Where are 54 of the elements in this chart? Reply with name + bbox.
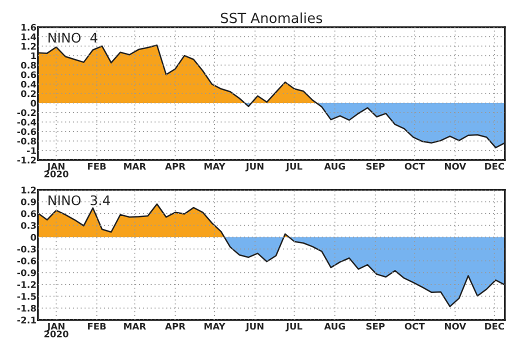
x-tick-label: JUN: [245, 322, 264, 332]
y-tick-label: 1.6: [22, 24, 36, 31]
y-tick-label: 0: [30, 100, 36, 107]
x-tick-label: DEC: [485, 162, 504, 170]
x-tick-label: MAY: [204, 322, 226, 330]
x-tick-label: JAN 2020: [44, 163, 68, 178]
y-tick-label: 1.2: [22, 186, 36, 194]
annotation: NINO 4: [48, 32, 98, 43]
y-tick-label: 1: [31, 52, 36, 60]
y-tick-label: 0.4: [20, 80, 36, 88]
y-tick-label: -1.2: [17, 281, 36, 288]
x-tick-label: MAY: [204, 163, 226, 170]
y-tick-label: -0.2: [17, 109, 36, 116]
x-tick-label: NOV: [445, 162, 466, 170]
y-tick-label: -0.6: [17, 128, 36, 136]
x-tick-label: APR: [165, 322, 186, 330]
x-tick-label: OCT: [404, 162, 425, 170]
x-tick-label: MAR: [124, 163, 146, 170]
x-tick-label: AUG: [324, 322, 345, 330]
x-tick-label: MAR: [124, 322, 146, 330]
y-tick-label: -1.2: [17, 156, 36, 164]
x-tick-label: JUL: [286, 322, 302, 332]
y-tick-label: 0.6: [20, 210, 36, 218]
x-tick-label: DEC: [485, 322, 504, 330]
y-tick-label: 0: [30, 234, 36, 241]
x-tick-label: SEP: [366, 162, 385, 170]
y-tick-label: 1.4: [22, 34, 36, 40]
annotation: NINO 3.4: [48, 195, 110, 206]
y-tick-label: -0.8: [17, 138, 36, 145]
x-tick-label: FEB: [88, 322, 106, 330]
x-tick-label: FEB: [88, 163, 106, 170]
y-tick-label: 0.9: [20, 198, 36, 206]
chart-title: SST Anomalies: [220, 12, 322, 24]
x-tick-label: JUN: [245, 163, 264, 172]
x-tick-label: OCT: [404, 322, 425, 330]
y-tick-label: -0.9: [17, 269, 36, 276]
y-tick-label: 0.8: [20, 62, 36, 69]
x-tick-label: JUL: [286, 163, 302, 172]
x-tick-label: AUG: [324, 162, 345, 170]
y-tick-label: -0.3: [17, 246, 36, 253]
y-tick-label: -2.1: [17, 316, 36, 324]
y-tick-label: 0.3: [20, 222, 36, 229]
y-tick-label: 0.6: [20, 71, 36, 78]
y-tick-label: 1.2: [22, 42, 36, 50]
y-tick-label: -0.6: [17, 258, 36, 264]
x-tick-label: SEP: [366, 322, 385, 330]
x-tick-label: JAN 2020: [44, 322, 68, 338]
x-tick-label: APR: [165, 163, 186, 170]
y-tick-label: -0.4: [17, 118, 36, 126]
y-tick-label: 0.2: [20, 90, 36, 98]
x-tick-label: NOV: [445, 322, 466, 330]
y-tick-label: -1.8: [17, 304, 36, 312]
y-tick-label: -1.5: [17, 293, 36, 300]
y-tick-label: -1: [27, 147, 36, 154]
